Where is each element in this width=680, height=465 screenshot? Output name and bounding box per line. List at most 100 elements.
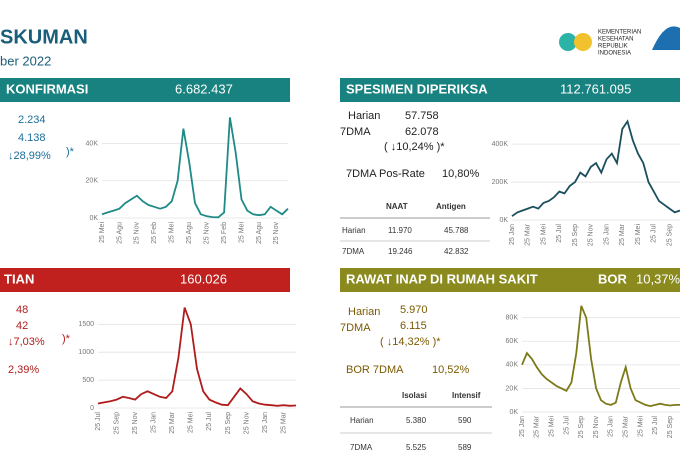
stat-note: )*: [62, 333, 71, 345]
stat-value: 5.970: [400, 304, 428, 316]
stat-change: ↓28,99%: [8, 150, 51, 162]
table-cell: Harian: [342, 226, 366, 235]
logo: KEMENTERIAN KESEHATAN REPUBLIK INDONESIA: [559, 26, 680, 57]
stat-label: BOR 7DMA: [346, 364, 404, 376]
logo-text: REPUBLIK: [598, 44, 628, 50]
x-tick-label: 25 Nov: [273, 222, 280, 245]
x-tick-label: 25 Mar: [169, 411, 176, 433]
bor-label: BOR: [598, 271, 628, 286]
x-tick-label: 25 Jan: [519, 416, 526, 437]
x-tick-label: 25 Jul: [563, 416, 570, 435]
table-cell: 589: [458, 443, 472, 452]
logo-text: INDONESIA: [598, 51, 631, 57]
table-cell: 5.380: [406, 416, 427, 425]
x-tick-label: 25 Jul: [652, 416, 659, 435]
panel-header: [0, 268, 290, 292]
panel-total: 6.682.437: [175, 81, 233, 96]
x-tick-label: 25 Mei: [637, 416, 644, 437]
x-tick-label: 25 Mei: [635, 224, 642, 245]
stat-value: 62.078: [405, 126, 439, 138]
y-tick-label: 20K: [506, 385, 519, 392]
data-line: [511, 119, 680, 217]
panel-title: TIAN: [4, 271, 34, 286]
table-header: Intensif: [452, 391, 481, 400]
y-tick-label: 0K: [499, 217, 508, 224]
stat-label: Harian: [348, 306, 380, 318]
panel-title: RAWAT INAP DI RUMAH SAKIT: [346, 271, 538, 286]
page-title: SKUMAN: [0, 26, 88, 48]
stat-value: 48: [16, 304, 28, 316]
x-tick-label: 25 Mar: [619, 223, 626, 245]
x-tick-label: 25 Nov: [588, 224, 595, 247]
table-cell: 19.246: [388, 247, 413, 256]
stat-note: )*: [66, 146, 75, 158]
x-tick-label: 25 Sep: [666, 224, 673, 246]
table-cell: 7DMA: [342, 247, 365, 256]
x-tick-label: 25 Mei: [99, 222, 106, 243]
x-tick-label: 25 Sep: [572, 224, 579, 246]
y-tick-label: 40K: [86, 140, 99, 147]
x-tick-label: 25 Jan: [151, 412, 158, 433]
y-tick-label: 400K: [492, 141, 509, 148]
table-header: Antigen: [436, 202, 466, 211]
y-tick-label: 1500: [78, 321, 94, 328]
y-tick-label: 0: [90, 405, 94, 412]
logo-icon: [652, 26, 680, 50]
panel-header: [340, 78, 680, 102]
bor-value: 10,37%: [636, 271, 680, 286]
y-tick-label: 0K: [509, 409, 518, 416]
table-cell: 42.832: [444, 247, 469, 256]
x-tick-label: 25 Agu: [186, 222, 193, 244]
stat-value: 6.115: [400, 320, 427, 332]
x-tick-label: 25 Mar: [525, 223, 532, 245]
x-tick-label: 25 Nov: [243, 412, 250, 435]
y-tick-label: 1000: [78, 349, 94, 356]
table-cell: Harian: [350, 416, 374, 425]
stat-value: 42: [16, 320, 28, 332]
x-tick-label: 25 Mei: [540, 224, 547, 245]
logo-text: KESEHATAN: [598, 37, 633, 43]
y-tick-label: 40K: [506, 362, 519, 369]
x-tick-label: 25 Jul: [651, 224, 658, 243]
x-tick-label: 25 Feb: [221, 222, 228, 244]
stat-value: 10,52%: [432, 364, 470, 376]
y-tick-label: 80K: [506, 315, 519, 322]
x-tick-label: 25 Sep: [667, 416, 674, 438]
x-tick-label: 25 Jan: [509, 224, 516, 245]
table-cell: 45.788: [444, 226, 469, 235]
table-cell: 590: [458, 416, 472, 425]
y-tick-label: 0K: [89, 215, 98, 222]
logo-text: KEMENTERIAN: [598, 30, 641, 36]
x-tick-label: 25 Jul: [95, 412, 102, 431]
x-tick-label: 25 Jan: [603, 224, 610, 245]
stat-value: 57.758: [405, 110, 439, 122]
table-header: NAAT: [386, 202, 408, 211]
x-tick-label: 25 Mei: [548, 416, 555, 437]
stat-value: 2,39%: [8, 364, 39, 376]
page-date: ber 2022: [0, 53, 51, 68]
x-tick-label: 25 Sep: [578, 416, 585, 438]
x-tick-label: 25 Jan: [608, 416, 615, 437]
x-tick-label: 25 Feb: [151, 222, 158, 244]
x-tick-label: 25 Agu: [256, 222, 263, 244]
stat-label: 7DMA: [340, 322, 371, 334]
table-header: Isolasi: [402, 391, 427, 400]
stat-value: 10,80%: [442, 168, 480, 180]
x-tick-label: 25 Jul: [556, 224, 563, 243]
x-tick-label: 25 Nov: [134, 222, 141, 245]
y-tick-label: 200K: [492, 179, 509, 186]
panel-title: KONFIRMASI: [6, 81, 88, 96]
x-tick-label: 25 Jan: [262, 412, 269, 433]
stat-label: Harian: [348, 110, 380, 122]
panel-total: 112.761.095: [560, 81, 631, 96]
logo-icon: [574, 33, 592, 51]
data-line: [101, 117, 289, 219]
stat-label: 7DMA Pos-Rate: [346, 168, 425, 180]
stat-change: ↓7,03%: [8, 336, 45, 348]
y-tick-label: 60K: [506, 338, 519, 345]
data-line: [521, 305, 680, 408]
x-tick-label: 25 Mei: [188, 412, 195, 433]
panel-total: 160.026: [180, 271, 227, 286]
panel-title: SPESIMEN DIPERIKSA: [346, 81, 488, 96]
